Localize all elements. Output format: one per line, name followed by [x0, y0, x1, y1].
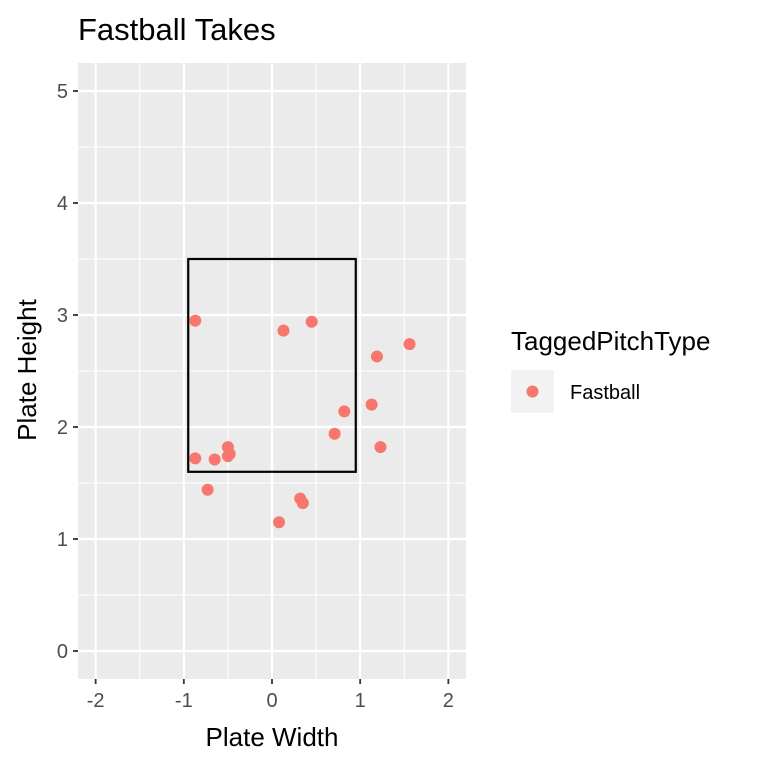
y-tick-label: 5 [57, 81, 68, 103]
y-tick-label: 3 [57, 305, 68, 327]
data-point [277, 324, 290, 337]
chart-title: Fastball Takes [78, 12, 276, 47]
data-point [403, 338, 416, 351]
y-axis-ticks: 0 1 2 3 4 5 [57, 81, 78, 663]
x-tick-label: 2 [443, 690, 454, 712]
data-point [208, 453, 221, 466]
strike-zone-box [187, 257, 357, 473]
major-gridlines [78, 63, 466, 679]
data-point [221, 450, 234, 463]
x-tick-label: 0 [266, 690, 277, 712]
y-tick-label: 4 [57, 193, 68, 215]
legend-title: TaggedPitchType [511, 326, 710, 356]
legend-label-fastball: Fastball [570, 382, 640, 404]
x-tick-label: 1 [355, 690, 366, 712]
legend-key-fastball [526, 385, 539, 398]
data-point [374, 441, 387, 454]
data-point [370, 350, 383, 363]
legend: TaggedPitchType Fastball [511, 326, 710, 413]
x-tick-label: -2 [87, 690, 105, 712]
data-point [365, 398, 378, 411]
data-point [273, 516, 286, 529]
data-point [189, 452, 202, 465]
data-points [189, 314, 416, 529]
data-point [338, 405, 351, 418]
x-tick-label: -1 [175, 690, 193, 712]
y-axis-title: Plate Height [12, 298, 42, 440]
minor-gridlines [78, 63, 466, 679]
x-axis-ticks: -2 -1 0 1 2 [87, 679, 454, 712]
data-point [296, 497, 309, 510]
data-point [189, 314, 202, 327]
data-point [305, 315, 318, 328]
y-tick-label: 1 [57, 529, 68, 551]
data-point [201, 483, 214, 496]
x-axis-title: Plate Width [206, 722, 339, 752]
y-tick-label: 0 [57, 641, 68, 663]
y-tick-label: 2 [57, 417, 68, 439]
data-point [328, 427, 341, 440]
